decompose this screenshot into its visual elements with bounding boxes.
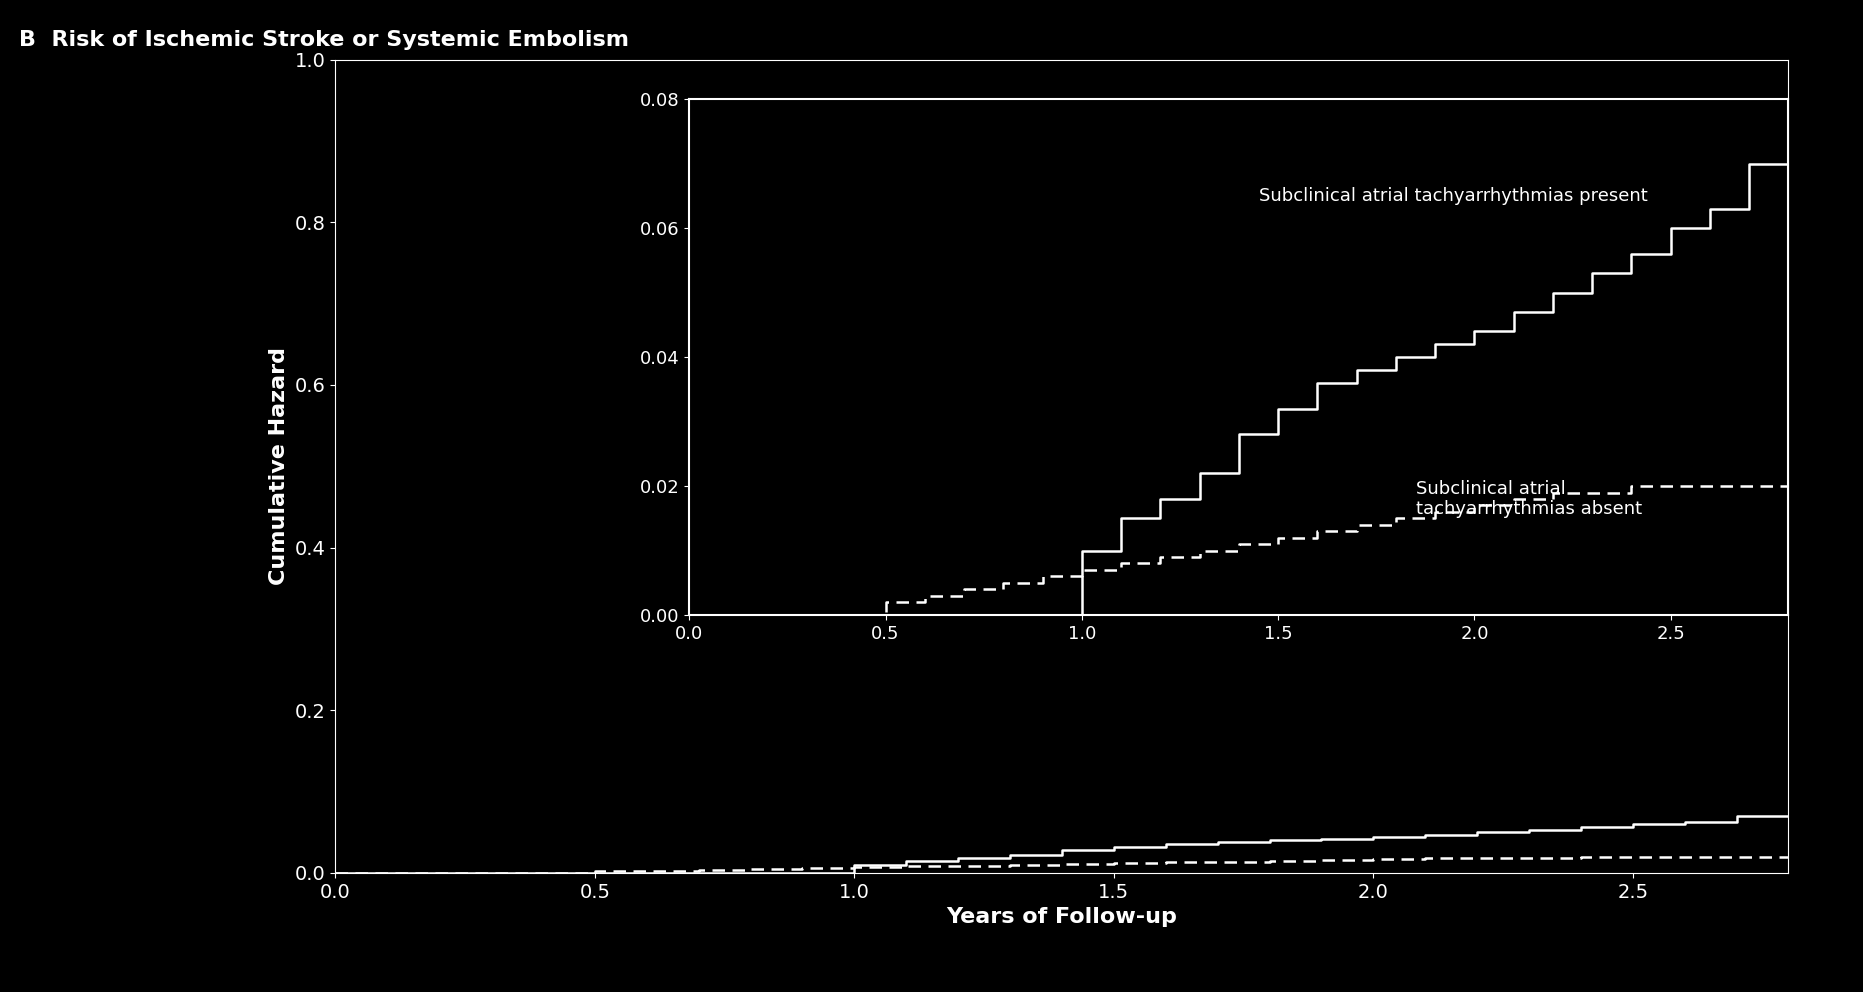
- Text: B  Risk of Ischemic Stroke or Systemic Embolism: B Risk of Ischemic Stroke or Systemic Em…: [19, 30, 628, 50]
- Text: Subclinical atrial tachyarrhythmias present: Subclinical atrial tachyarrhythmias pres…: [1259, 186, 1647, 205]
- X-axis label: Years of Follow-up: Years of Follow-up: [946, 908, 1177, 928]
- Y-axis label: Cumulative Hazard: Cumulative Hazard: [268, 347, 289, 585]
- Text: Subclinical atrial
tachyarrhythmias absent: Subclinical atrial tachyarrhythmias abse…: [1416, 479, 1641, 519]
